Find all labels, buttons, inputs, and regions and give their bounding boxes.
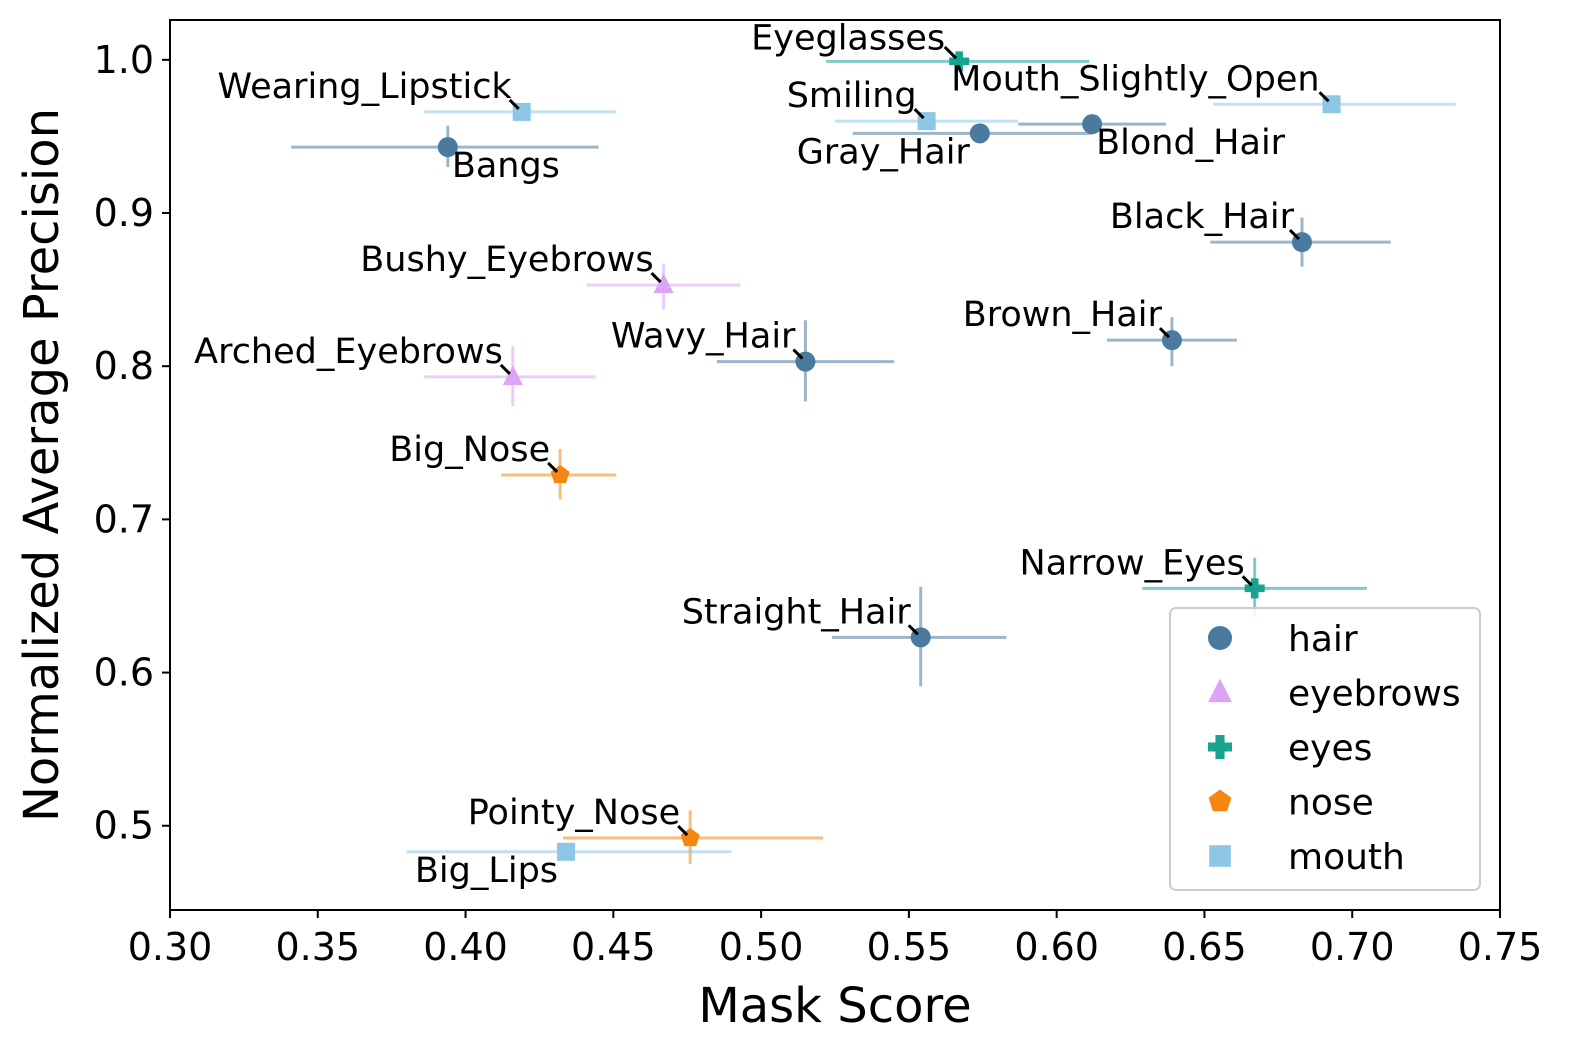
legend-marker-mouth [1209,845,1231,867]
axis-layer: 0.30 0.35 0.40 0.45 0.50 0.55 0.60 0.65 0.70 0.75… [94,38,1543,969]
legend-marker-eyebrows [1208,678,1232,703]
leader-line [943,45,958,60]
point-label: Gray_Hair [797,132,971,172]
x-tick-label: 0.60 [1014,925,1099,969]
point-label: Wavy_Hair [611,317,796,357]
leader-line [508,98,520,110]
point-label: Mouth_Slightly_Open [951,59,1319,99]
data-point-gray-hair [969,123,990,144]
y-tick-label: 0.7 [94,497,154,541]
leader-line [1241,575,1253,587]
legend-marker-eyes [1208,735,1232,759]
y-tick-label: 0.5 [94,804,154,848]
y-tick-label: 0.8 [94,344,154,388]
x-tick-label: 0.35 [275,925,360,969]
legend-label: eyes [1288,728,1372,769]
legend-box [1169,607,1481,891]
point-label: Eyeglasses [751,18,945,58]
x-tick-label: 0.75 [1458,925,1543,969]
leader-line [677,824,689,837]
x-axis-title: Mask Score [698,978,971,1034]
point-label: Bushy_Eyebrows [360,240,653,280]
leader-line [1158,327,1170,339]
x-tick-label: 0.50 [719,925,804,969]
point-label: Pointy_Nose [468,793,680,833]
y-tick-label: 0.9 [94,191,154,235]
x-tick-label: 0.30 [128,925,213,969]
point-label: Narrow_Eyes [1020,543,1245,583]
x-tick-label: 0.45 [571,925,656,969]
legend-label: nose [1288,783,1374,824]
point-label: Blond_Hair [1096,123,1286,163]
data-point-big-lips [557,842,576,861]
point-label: Big_Lips [415,851,558,891]
point-label: Arched_Eyebrows [194,332,503,372]
leader-line [1318,91,1330,103]
legend-marker-nose [1208,789,1232,812]
leader-line [547,461,559,474]
x-tick-label: 0.55 [867,925,952,969]
legend: hair eyebrows eyes nose mouth [1169,607,1481,891]
x-tick-label: 0.65 [1162,925,1247,969]
y-axis-title: Normalized Average Precision [14,108,70,822]
point-label: Smiling [787,76,917,116]
x-tick-label: 0.70 [1310,925,1395,969]
plot-area-frame [169,19,1501,911]
legend-marker-hair [1208,626,1232,650]
leader-line [792,348,804,360]
data-point-eyeglasses [949,51,970,72]
data-point-blond-hair [1082,114,1103,135]
leader-line [650,271,662,284]
leader-line [913,108,925,120]
y-tick-label: 1.0 [94,38,154,82]
point-label: Wearing_Lipstick [218,67,513,107]
legend-label: hair [1288,619,1358,660]
leader-line [1288,229,1301,241]
x-tick-label: 0.40 [423,925,508,969]
data-point-arched-eyebrows [502,365,523,385]
point-label: Big_Nose [389,430,550,470]
point-label: Straight_Hair [682,592,912,632]
data-point-narrow-eyes [1244,578,1265,599]
y-tick-label: 0.6 [94,651,154,695]
data-point-bangs [437,137,458,158]
leader-line [907,624,919,636]
point-label: Brown_Hair [963,295,1163,335]
point-label: Bangs [452,146,560,186]
legend-label: mouth [1288,837,1405,878]
point-label: Black_Hair [1110,197,1295,237]
leader-line [499,363,511,375]
legend-label: eyebrows [1288,674,1461,715]
data-point-bushy-eyebrows [653,273,674,294]
